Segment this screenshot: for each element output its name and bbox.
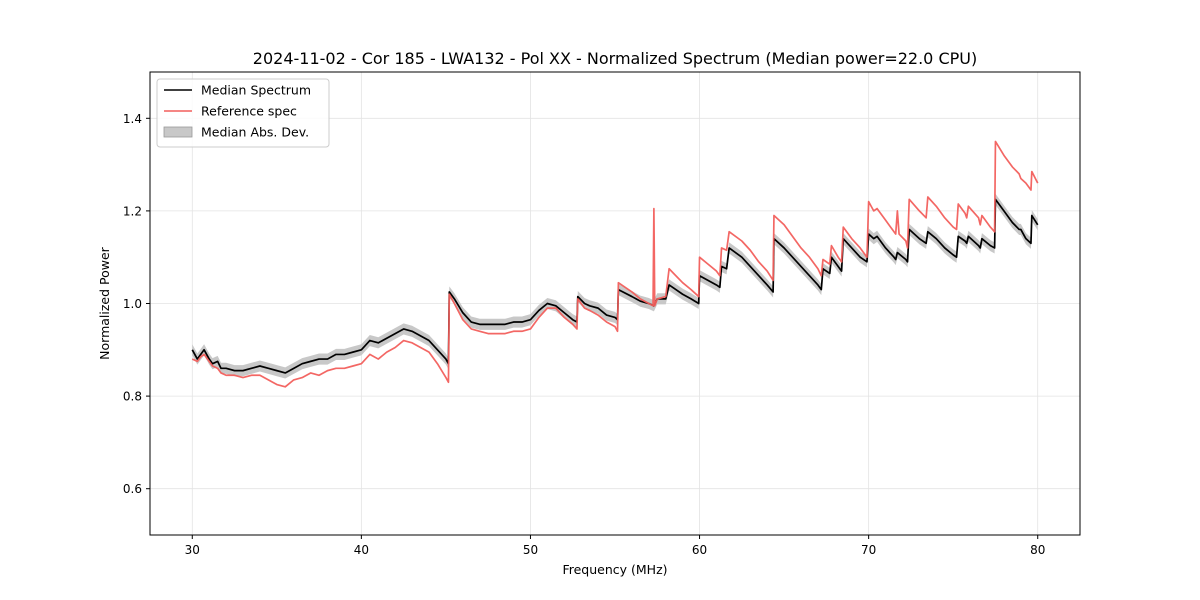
y-tick-label: 0.8 [123,390,142,404]
x-axis-label: Frequency (MHz) [562,562,667,577]
y-tick-label: 0.6 [123,482,142,496]
y-tick-label: 1.4 [123,112,142,126]
median-spectrum-line [191,198,1039,374]
y-tick-label: 1.2 [123,204,142,218]
x-tick-label: 40 [354,543,369,557]
y-axis-label: Normalized Power [97,246,112,360]
x-tick-label: 70 [861,543,876,557]
series-layer [191,140,1039,388]
legend-mad-label: Median Abs. Dev. [201,125,309,140]
grid [150,72,1080,535]
x-tick-label: 80 [1030,543,1045,557]
reference-spec-line [191,140,1039,388]
chart-title: 2024-11-02 - Cor 185 - LWA132 - Pol XX -… [253,49,977,68]
axis-ticks: 30 40 50 60 70 80 0.6 0.8 1.0 1.2 1.4 [123,112,1045,557]
legend-box [156,78,330,148]
mad-band-layer [192,193,1038,379]
legend-mad-swatch [163,126,193,138]
legend-median-spectrum-label: Median Spectrum [201,83,311,98]
y-tick-label: 1.0 [123,297,142,311]
mad-band [192,193,1038,379]
legend-reference-spec-label: Reference spec [201,104,297,119]
x-tick-label: 30 [185,543,200,557]
legend: Median Spectrum Reference spec Median Ab… [156,78,330,148]
x-tick-label: 50 [523,543,538,557]
x-tick-label: 60 [692,543,707,557]
